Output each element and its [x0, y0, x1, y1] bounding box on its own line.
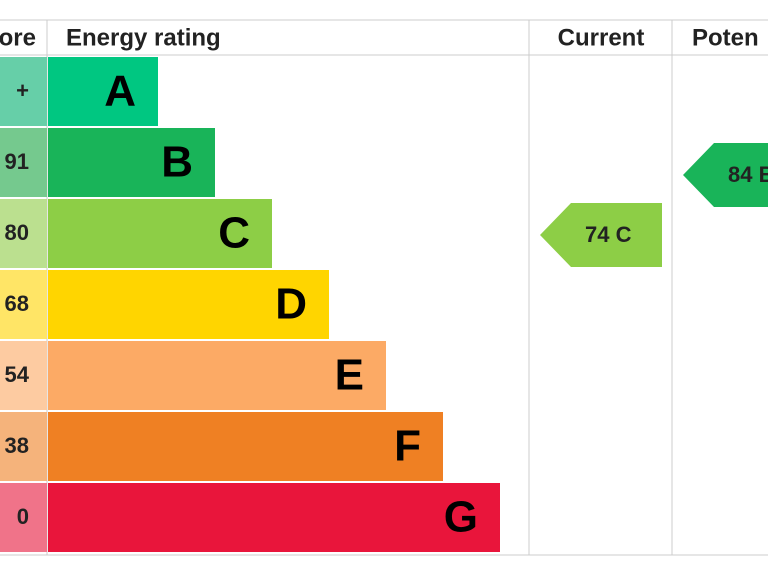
score-label: +: [16, 78, 29, 103]
header-score: ore: [0, 24, 36, 51]
potential-arrow: [683, 143, 768, 207]
band-bar: [48, 270, 329, 339]
score-label: 0: [17, 504, 29, 529]
score-cell: [0, 128, 47, 197]
band-bar: [48, 57, 158, 126]
score-label: 80: [5, 220, 29, 245]
current-label: 74 C: [585, 222, 632, 247]
band-letter: G: [444, 493, 478, 542]
score-cell: [0, 341, 47, 410]
score-cell: [0, 199, 47, 268]
band-letter: C: [218, 209, 250, 258]
band-letter: D: [275, 280, 307, 329]
score-cell: [0, 483, 47, 552]
band-bar: [48, 483, 500, 552]
band-bar: [48, 128, 215, 197]
score-label: 68: [5, 291, 29, 316]
current-arrow: [540, 203, 662, 267]
score-cell: [0, 270, 47, 339]
header-potential: Poten: [692, 24, 759, 51]
band-letter: E: [335, 351, 364, 400]
potential-label: 84 B: [728, 162, 768, 187]
header-rating: Energy rating: [66, 24, 221, 51]
band-letter: B: [161, 138, 193, 187]
score-label: 54: [5, 362, 30, 387]
band-letter: A: [104, 67, 136, 116]
band-bar: [48, 341, 386, 410]
score-cell: [0, 412, 47, 481]
band-bar: [48, 199, 272, 268]
band-letter: F: [394, 422, 421, 471]
band-bar: [48, 412, 443, 481]
score-cell: [0, 57, 47, 126]
score-label: 91: [5, 149, 29, 174]
header-current: Current: [558, 24, 645, 51]
score-label: 38: [5, 433, 29, 458]
